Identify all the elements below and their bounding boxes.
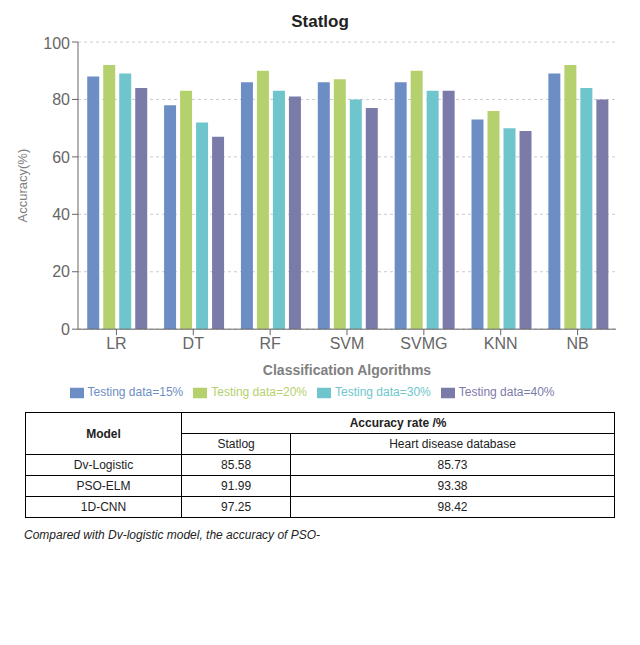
svg-text:Classification Algorithms: Classification Algorithms <box>263 362 432 378</box>
html-text:Accuracy rate /%: Accuracy rate /% <box>349 416 447 430</box>
html-text:Dv-Logistic: Dv-Logistic <box>73 458 134 472</box>
html-text:Testing data=15%: Testing data=15% <box>87 385 184 400</box>
html-text:Model: Model <box>86 426 121 441</box>
svg-text:20: 20 <box>52 263 70 280</box>
html-text:Testing data=20%: Testing data=20% <box>211 385 307 400</box>
html-text:85.73: 85.73 <box>437 458 468 472</box>
html-text:Testing data=40%: Testing data=40% <box>458 385 555 400</box>
html-text:Statlog: Statlog <box>217 437 255 451</box>
svg-text:LR: LR <box>106 335 126 352</box>
svg-text:40: 40 <box>52 206 70 223</box>
svg-text:SVM: SVM <box>330 335 365 352</box>
html-text:98.42: 98.42 <box>437 500 468 514</box>
html-text:1D-CNN: 1D-CNN <box>80 500 127 514</box>
html-text:93.38: 93.38 <box>437 479 468 493</box>
svg-text:KNN: KNN <box>484 335 518 352</box>
svg-text:RF: RF <box>259 335 281 352</box>
svg-text:60: 60 <box>52 149 70 166</box>
html-text:Compared with Dv-logistic mode: Compared with Dv-logistic model, the acc… <box>24 528 321 542</box>
html-text:Statlog: Statlog <box>291 12 349 31</box>
svg-text:80: 80 <box>52 91 70 108</box>
html-text:91.99: 91.99 <box>221 479 252 493</box>
svg-text:0: 0 <box>61 321 70 338</box>
html-text:97.25: 97.25 <box>221 500 252 514</box>
svg-text:NB: NB <box>566 335 588 352</box>
svg-text:100: 100 <box>43 35 70 52</box>
html-text:85.58: 85.58 <box>221 458 252 472</box>
svg-text:DT: DT <box>183 335 205 352</box>
html-text:Testing data=30%: Testing data=30% <box>335 385 431 400</box>
svg-text:SVMG: SVMG <box>400 335 447 352</box>
html-text:PSO-ELM: PSO-ELM <box>76 479 131 493</box>
html-text:Heart disease database: Heart disease database <box>389 437 516 451</box>
svg-text:Accuracy(%): Accuracy(%) <box>15 149 30 223</box>
